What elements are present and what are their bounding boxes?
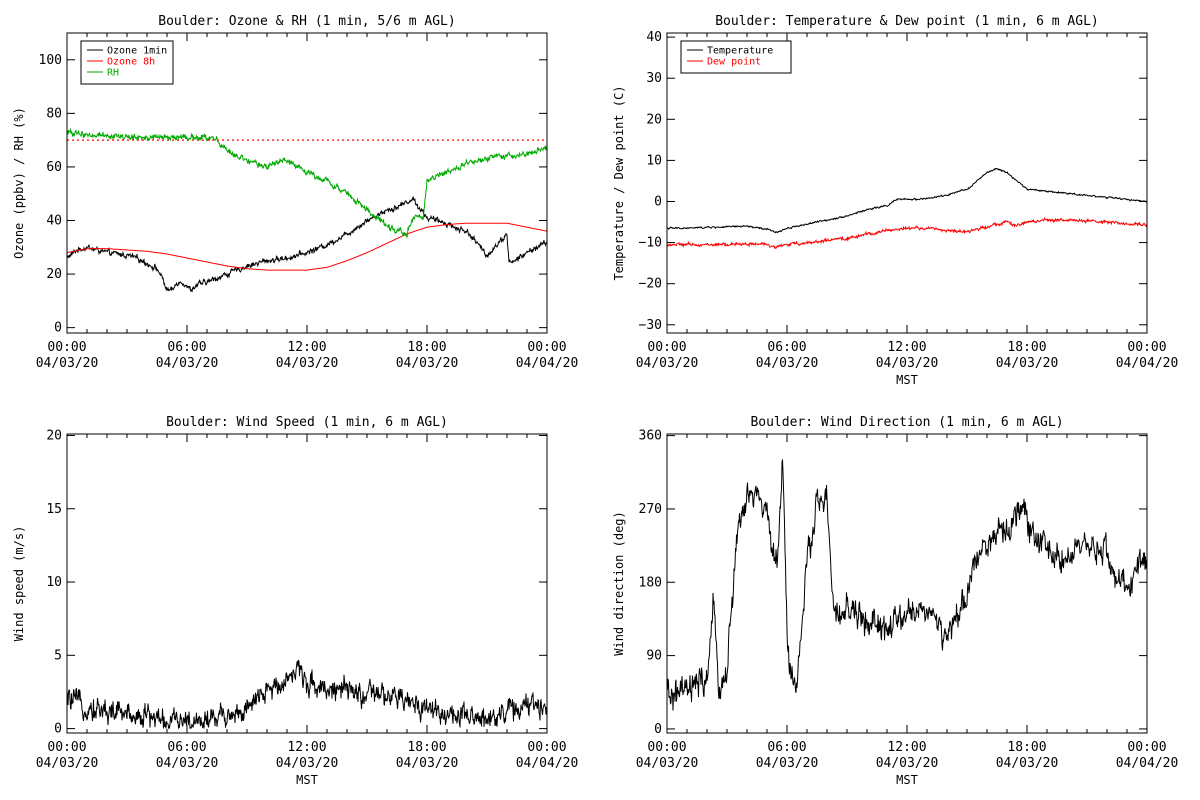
y-tick-label: 40 [646, 30, 662, 45]
plot-frame [666, 32, 1148, 334]
y-tick-label: 40 [46, 214, 62, 229]
x-tick-time: 06:00 [767, 740, 806, 755]
x-tick-time: 18:00 [1007, 740, 1046, 755]
x-axis-label: MST [896, 373, 918, 387]
x-tick-time: 18:00 [407, 740, 446, 755]
x-tick-date: 04/03/20 [756, 756, 819, 771]
x-tick-date: 04/03/20 [636, 756, 699, 771]
x-tick-date: 04/03/20 [876, 756, 939, 771]
x-tick-date: 04/03/20 [276, 356, 339, 371]
x-tick-date: 04/03/20 [876, 356, 939, 371]
series-line-1 [67, 659, 547, 730]
y-tick-label: 0 [54, 722, 62, 737]
y-tick-label: 10 [46, 575, 62, 590]
chart-title: Boulder: Wind Direction (1 min, 6 m AGL) [750, 415, 1063, 430]
x-tick-date: 04/03/20 [156, 756, 219, 771]
x-tick-time: 00:00 [527, 740, 566, 755]
series-line-1 [667, 167, 1147, 234]
legend-entry: Ozone 8h [107, 57, 155, 68]
x-tick-date: 04/04/20 [516, 356, 579, 371]
x-tick-date: 04/03/20 [36, 756, 99, 771]
y-tick-label: 90 [646, 649, 662, 664]
x-tick-date: 04/03/20 [996, 756, 1059, 771]
y-axis-label: Wind direction (deg) [612, 511, 626, 656]
x-tick-time: 00:00 [47, 340, 86, 355]
y-tick-label: 360 [639, 429, 662, 444]
x-tick-time: 00:00 [1127, 340, 1166, 355]
x-tick-time: 18:00 [407, 340, 446, 355]
y-tick-label: 0 [54, 321, 62, 336]
legend-entry: Temperature [707, 46, 773, 57]
series-line-2 [67, 222, 547, 271]
y-tick-label: 270 [639, 502, 662, 517]
x-tick-time: 06:00 [167, 740, 206, 755]
x-tick-date: 04/03/20 [636, 356, 699, 371]
y-axis-label: Temperature / Dew point (C) [612, 85, 626, 280]
plot-frame [666, 433, 1148, 734]
x-tick-time: 06:00 [767, 340, 806, 355]
plot-frame [66, 433, 548, 734]
y-tick-label: 20 [46, 428, 62, 443]
series-line-3 [67, 127, 547, 238]
y-tick-label: 0 [654, 722, 662, 737]
x-tick-date: 04/03/20 [396, 356, 459, 371]
series-line-1 [67, 195, 547, 293]
chart-panel-4: Boulder: Wind Direction (1 min, 6 m AGL)… [612, 415, 1178, 787]
x-tick-date: 04/03/20 [996, 356, 1059, 371]
y-tick-label: 180 [639, 575, 662, 590]
legend-entry: RH [107, 68, 119, 79]
x-tick-time: 18:00 [1007, 340, 1046, 355]
x-tick-date: 04/03/20 [756, 356, 819, 371]
legend-box [80, 40, 174, 85]
x-tick-date: 04/03/20 [396, 756, 459, 771]
y-axis-label: Ozone (ppbv) / RH (%) [12, 107, 26, 259]
x-axis-label: MST [296, 773, 318, 787]
chart-title: Boulder: Temperature & Dew point (1 min,… [715, 14, 1099, 29]
y-tick-label: 30 [646, 71, 662, 86]
y-tick-label: 0 [654, 194, 662, 209]
x-tick-time: 12:00 [887, 340, 926, 355]
legend-entry: Ozone 1min [107, 46, 167, 57]
x-axis-label: MST [896, 773, 918, 787]
x-tick-time: 12:00 [887, 740, 926, 755]
x-tick-time: 06:00 [167, 340, 206, 355]
y-tick-label: −20 [639, 277, 662, 292]
chart-panel-2: Boulder: Temperature & Dew point (1 min,… [612, 14, 1178, 387]
series-line-2 [667, 216, 1147, 249]
x-tick-date: 04/03/20 [276, 756, 339, 771]
y-tick-label: 60 [46, 160, 62, 175]
x-tick-time: 00:00 [647, 340, 686, 355]
y-tick-label: 10 [646, 153, 662, 168]
series-line-1 [667, 459, 1147, 711]
x-tick-time: 00:00 [1127, 740, 1166, 755]
y-tick-label: 20 [646, 112, 662, 127]
y-tick-label: 80 [46, 106, 62, 121]
x-tick-time: 00:00 [527, 340, 566, 355]
x-tick-date: 04/04/20 [1116, 356, 1179, 371]
x-tick-time: 12:00 [287, 740, 326, 755]
y-tick-label: 15 [46, 502, 62, 517]
x-tick-date: 04/04/20 [516, 756, 579, 771]
legend-entry: Dew point [707, 57, 761, 68]
x-tick-time: 00:00 [647, 740, 686, 755]
y-tick-label: −10 [639, 236, 662, 251]
x-tick-date: 04/04/20 [1116, 756, 1179, 771]
y-tick-label: 5 [54, 648, 62, 663]
chart-panel-1: Boulder: Ozone & RH (1 min, 5/6 m AGL) 0 2… [12, 14, 578, 371]
legend-box [680, 40, 792, 74]
chart-panel-3: Boulder: Wind Speed (1 min, 6 m AGL) 0 5 10… [12, 415, 578, 787]
y-axis-label: Wind speed (m/s) [12, 526, 26, 642]
y-tick-label: 100 [39, 53, 62, 68]
x-tick-time: 00:00 [47, 740, 86, 755]
chart-title: Boulder: Wind Speed (1 min, 6 m AGL) [166, 415, 448, 430]
x-tick-date: 04/03/20 [36, 356, 99, 371]
y-tick-label: 20 [46, 267, 62, 282]
x-tick-date: 04/03/20 [156, 356, 219, 371]
y-tick-label: −30 [639, 318, 662, 333]
plot-frame [66, 32, 548, 334]
chart-title: Boulder: Ozone & RH (1 min, 5/6 m AGL) [158, 14, 455, 29]
x-tick-time: 12:00 [287, 340, 326, 355]
